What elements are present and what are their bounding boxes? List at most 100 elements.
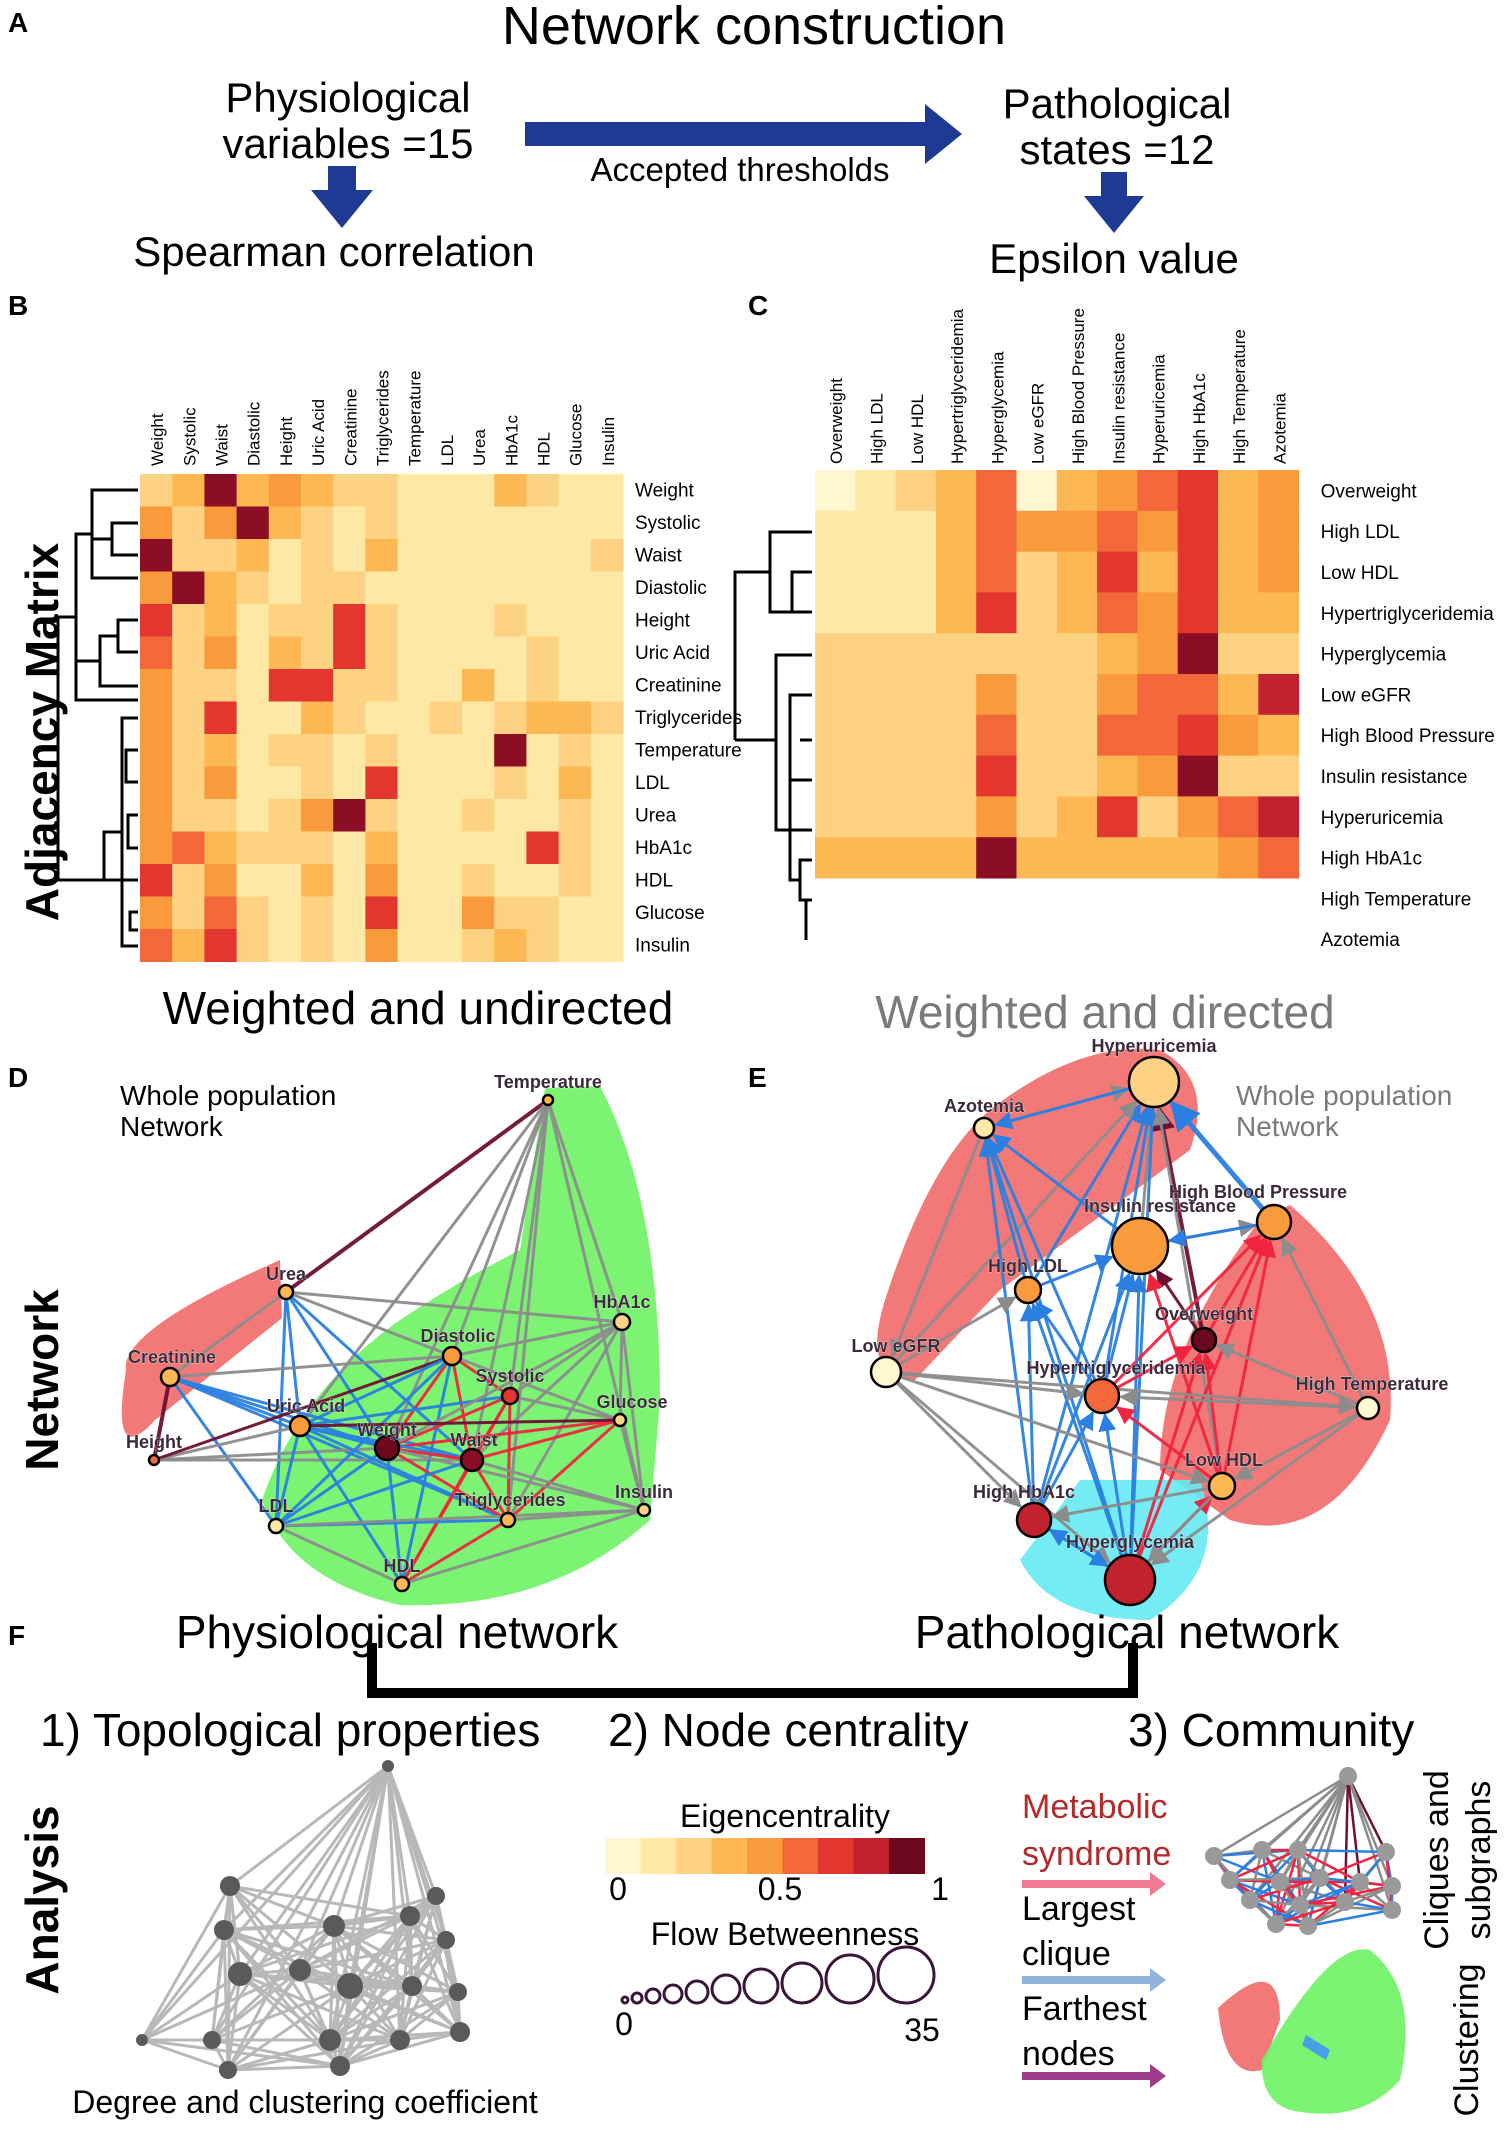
community-node — [1291, 1896, 1309, 1914]
matrix-c-cell — [1097, 796, 1138, 838]
matrix-c-cell — [855, 796, 897, 838]
topology-node — [337, 1973, 363, 1999]
network-edge — [298, 1425, 404, 1585]
network-edge — [1032, 1106, 1152, 1521]
matrix-c-cell — [1056, 837, 1098, 879]
matrix-c-cell — [855, 510, 897, 553]
matrix-b-cell — [526, 766, 560, 800]
matrix-b-cell — [268, 864, 302, 897]
matrix-b-cell — [268, 474, 302, 507]
matrix-c-cell — [976, 674, 1017, 716]
network-node — [277, 1283, 295, 1301]
matrix-b-row-label: Weight — [635, 480, 695, 501]
matrix-b-cell — [429, 506, 463, 540]
topology-node — [450, 2022, 470, 2042]
matrix-c-cell — [1056, 796, 1098, 838]
matrix-c-cell — [1097, 470, 1138, 512]
matrix-b-cell — [301, 539, 334, 572]
matrix-b-cell — [590, 506, 624, 540]
topology-edge — [229, 1884, 351, 1988]
matrix-b-cell — [204, 929, 238, 962]
matrix-c-cell — [1097, 674, 1138, 716]
matrix-b-cell — [365, 896, 399, 930]
matrix-b-cell — [172, 474, 205, 507]
matrix-b-cell — [558, 799, 592, 832]
matrix-c-cell — [1056, 674, 1098, 716]
network-edge — [153, 1446, 388, 1462]
eigen-swatch — [853, 1838, 890, 1874]
matrix-b-cell — [462, 506, 495, 540]
matrix-b-cell — [365, 636, 399, 670]
panel-e-title-line1: Whole population — [1236, 1080, 1452, 1111]
topology-edge — [141, 1968, 301, 2042]
network-edge — [884, 1370, 1022, 1508]
topology-edge — [211, 1968, 301, 2042]
matrix-b-cell — [397, 539, 431, 572]
network-node-label: High Blood Pressure — [1169, 1182, 1347, 1202]
matrix-b-cell — [429, 929, 463, 962]
network-edge — [169, 1354, 453, 1379]
matrix-b-cell — [590, 799, 624, 832]
network-edge — [992, 1134, 1141, 1248]
matrix-b-cell — [268, 506, 302, 540]
network-node — [1015, 1501, 1053, 1539]
matrix-b-cell — [236, 636, 270, 670]
eigen-swatch — [818, 1838, 854, 1874]
matrix-b-cell — [301, 799, 334, 832]
matrix-b-cell — [236, 474, 270, 507]
community-edge — [1249, 1898, 1309, 1928]
matrix-c-cell — [815, 837, 856, 879]
matrix-c-cell — [855, 837, 897, 879]
matrix-c-cell — [935, 633, 977, 675]
matrix-c-cell — [1177, 796, 1219, 838]
matrix-b-cell — [236, 604, 270, 637]
matrix-b-cell — [172, 636, 205, 670]
matrix-c — [815, 470, 1300, 879]
matrix-c-cell — [1016, 674, 1058, 716]
eigen-swatch — [747, 1838, 783, 1874]
matrix-b-cell — [268, 669, 302, 702]
matrix-b-cell — [236, 896, 270, 930]
network-edge — [1029, 1302, 1132, 1581]
panel-letter-d: D — [8, 1062, 28, 1093]
community-node — [1351, 1873, 1369, 1891]
matrix-b-cell — [526, 571, 560, 605]
matrix-c-cell — [815, 674, 856, 716]
matrix-b-cell — [558, 734, 592, 767]
hull-red-e-top — [877, 1048, 1198, 1380]
matrix-b-cell — [204, 734, 238, 767]
matrix-b-cell — [236, 831, 270, 865]
dendrogram-c — [733, 530, 812, 940]
network-edge — [618, 1321, 624, 1421]
clique-line1: Largest — [1022, 1890, 1136, 1928]
matrix-c-cell — [935, 470, 977, 512]
matrix-b-cell — [462, 929, 495, 962]
cluster-red — [1218, 1981, 1280, 2072]
network-edge — [1152, 1106, 1224, 1487]
matrix-c-cell — [976, 837, 1017, 879]
matrix-b-cell — [526, 506, 560, 540]
matrix-c-col-label: Low HDL — [908, 394, 927, 464]
matrix-c-cell — [1016, 796, 1058, 838]
network-edge — [1115, 1406, 1223, 1488]
matrix-c-cell — [1056, 551, 1098, 593]
network-edge — [507, 1418, 621, 1522]
metabolic-line2: syndrome — [1022, 1835, 1171, 1873]
matrix-b-cell — [333, 506, 366, 540]
network-edge — [1233, 1406, 1369, 1481]
panel-c: C Overweight High LDL Low HDL Hypertriglyce… — [733, 290, 1495, 1038]
matrix-b-cell — [397, 669, 431, 702]
flow-circle — [710, 1973, 742, 2005]
side-label-analysis: Analysis — [16, 1805, 68, 1994]
matrix-c-cell — [1097, 755, 1138, 797]
matrix-b-cell — [365, 669, 399, 702]
flow-tick-35: 35 — [904, 2012, 940, 2048]
matrix-b-cell — [558, 701, 592, 735]
matrix-c-row-label: Overweight — [1321, 481, 1418, 502]
network-edge — [385, 1447, 404, 1585]
matrix-b-cell — [236, 734, 270, 767]
matrix-c-col-label: High Temperature — [1230, 329, 1249, 464]
matrix-c-cell — [1056, 592, 1098, 634]
matrix-b-cell — [333, 636, 366, 670]
